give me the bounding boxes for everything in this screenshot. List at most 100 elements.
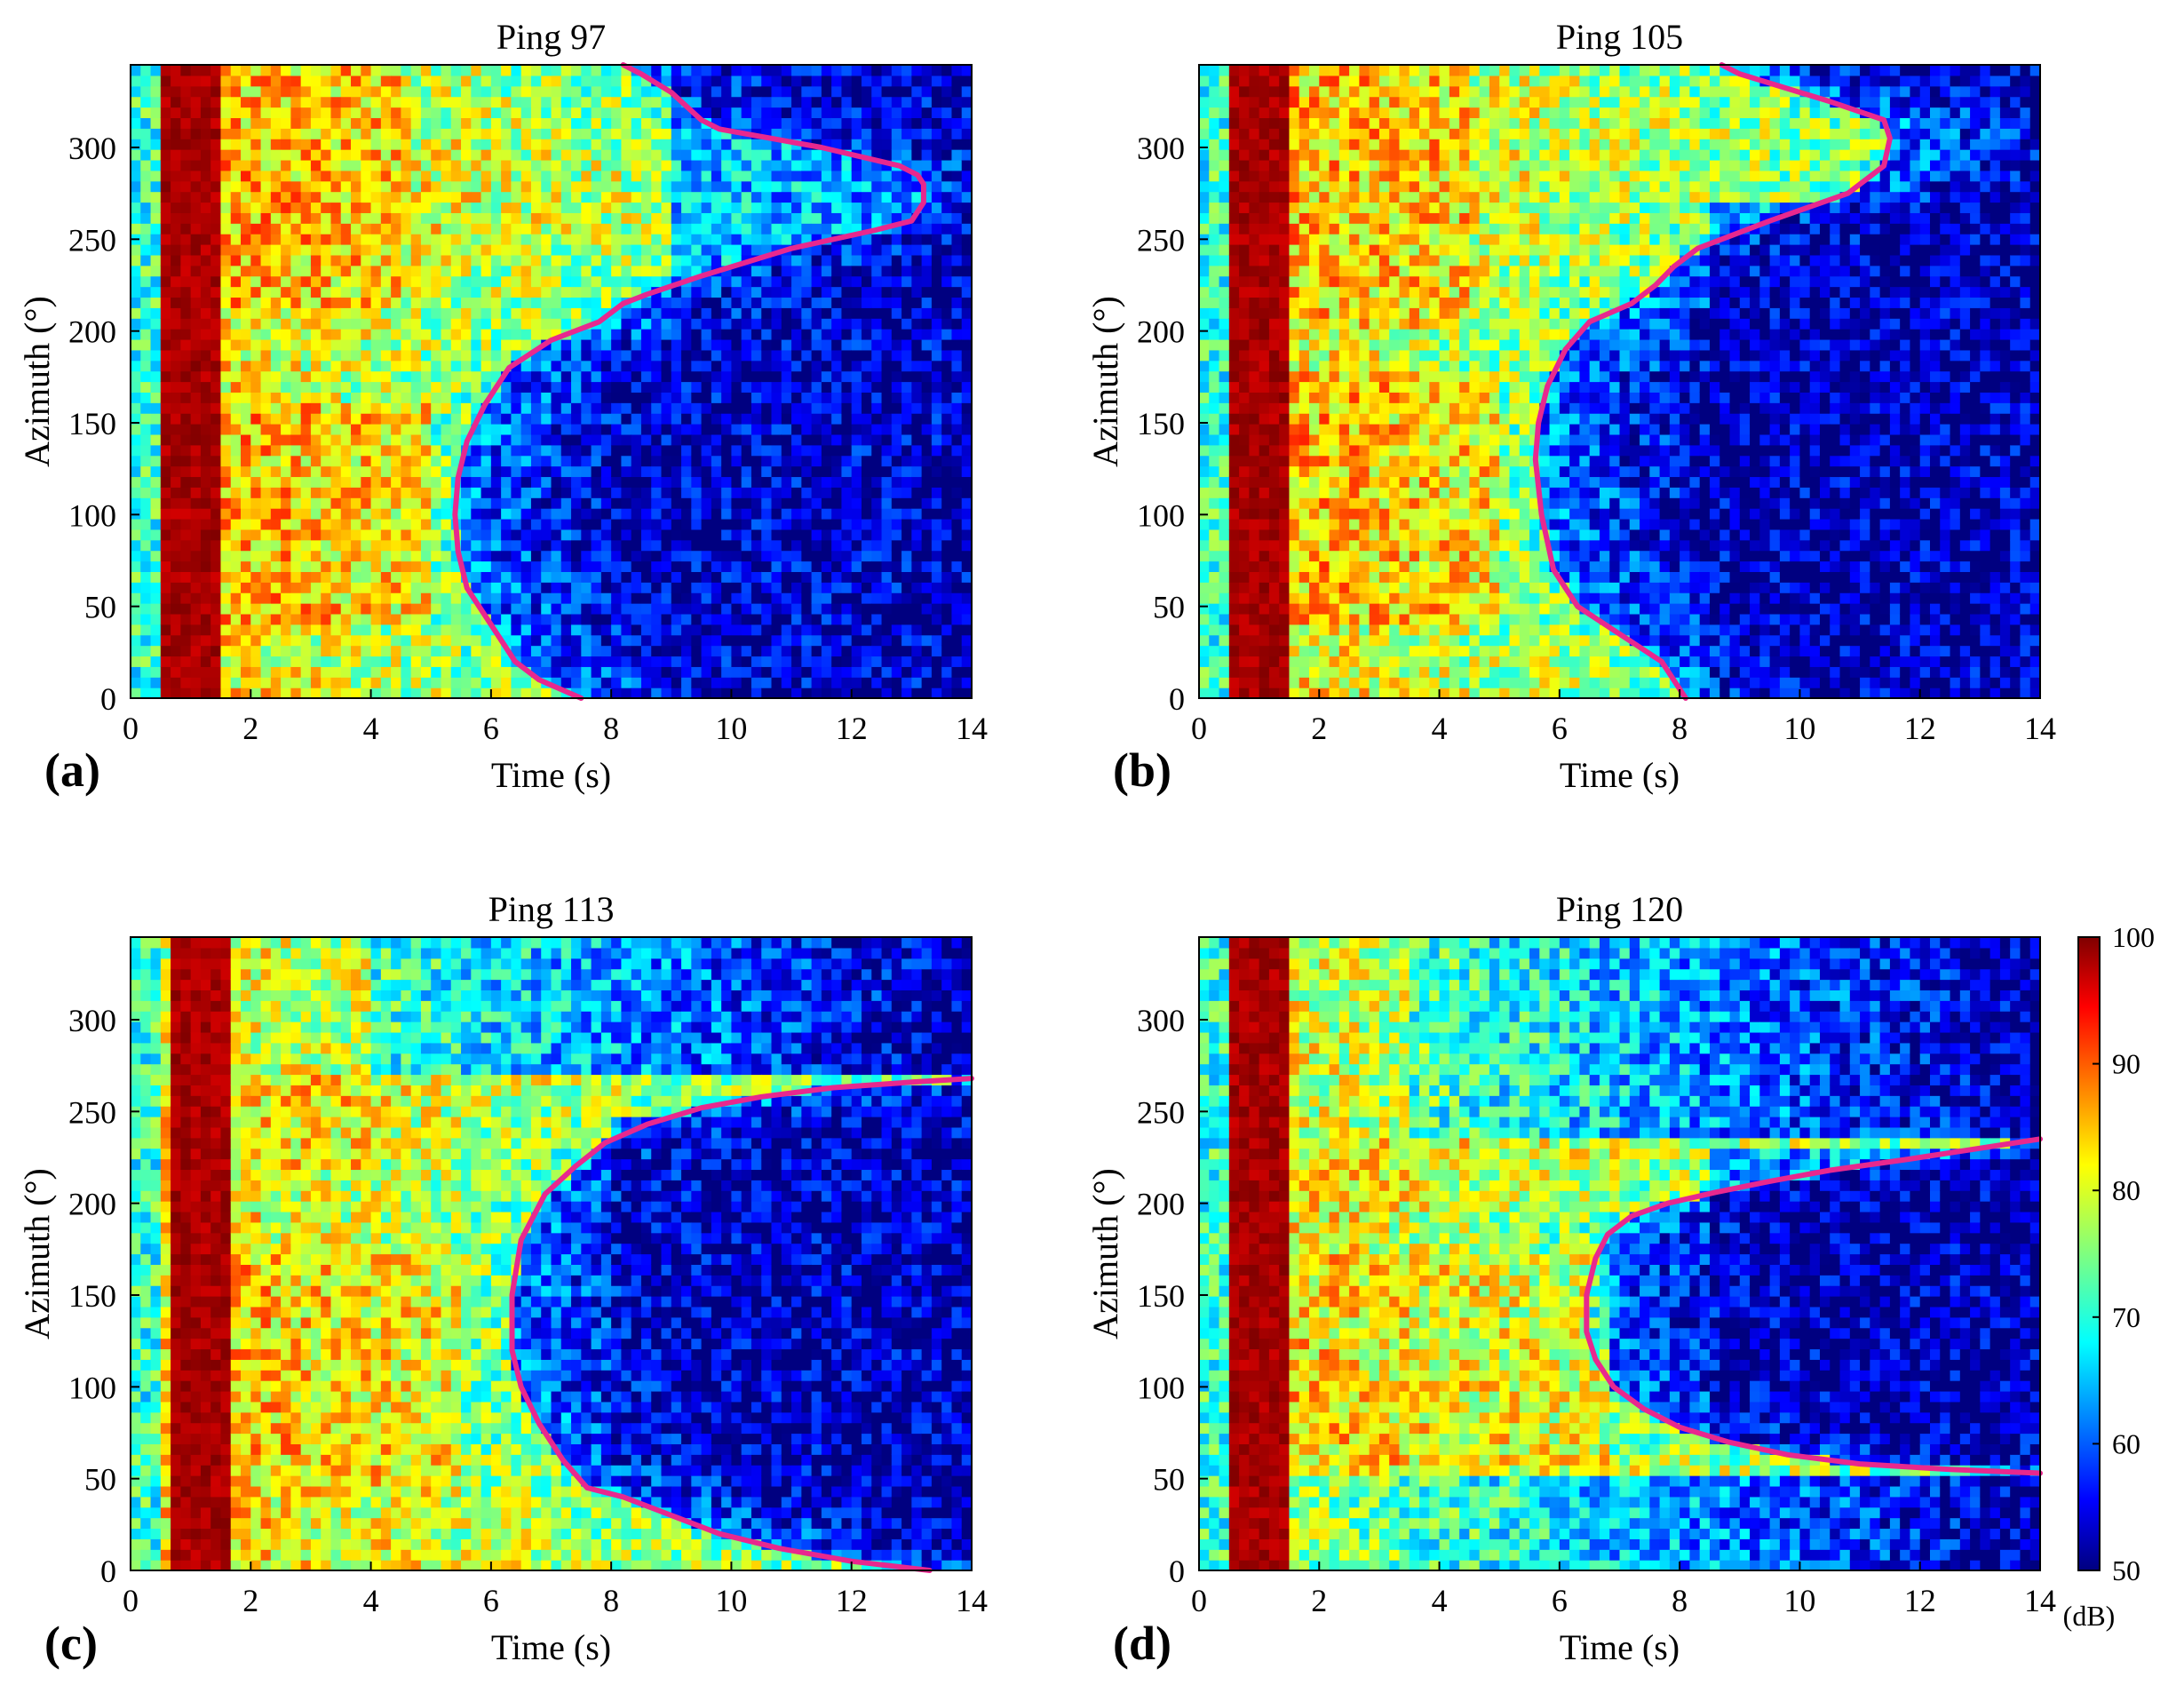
heatmap-cell bbox=[300, 338, 312, 351]
heatmap-cell bbox=[851, 688, 862, 699]
heatmap-cell bbox=[441, 550, 452, 562]
heatmap-cell bbox=[530, 159, 542, 171]
heatmap-cell bbox=[871, 634, 883, 647]
heatmap-cell bbox=[640, 329, 652, 340]
heatmap-cell bbox=[370, 476, 382, 488]
heatmap-cell bbox=[941, 634, 953, 647]
heatmap-cell bbox=[490, 634, 502, 647]
heatmap-cell bbox=[681, 75, 692, 87]
heatmap-cell bbox=[490, 592, 502, 604]
heatmap-cell bbox=[420, 645, 432, 657]
heatmap-cell bbox=[140, 107, 152, 119]
heatmap-cell bbox=[300, 688, 312, 699]
heatmap-cell bbox=[600, 634, 612, 647]
heatmap-cell bbox=[340, 677, 352, 688]
heatmap-cell bbox=[731, 433, 743, 446]
heatmap-cell bbox=[761, 603, 773, 615]
heatmap-cell bbox=[671, 65, 682, 76]
heatmap-cell bbox=[711, 338, 722, 351]
heatmap-cell bbox=[180, 370, 192, 383]
heatmap-cell bbox=[761, 487, 773, 498]
heatmap-cell bbox=[511, 128, 522, 139]
heatmap-cell bbox=[210, 613, 222, 625]
heatmap-cell bbox=[461, 180, 472, 193]
heatmap-cell bbox=[351, 656, 361, 667]
heatmap-cell bbox=[681, 666, 692, 678]
heatmap-cell bbox=[891, 444, 902, 457]
heatmap-cell bbox=[731, 329, 743, 340]
heatmap-cell bbox=[171, 465, 181, 478]
heatmap-cell bbox=[190, 65, 202, 76]
heatmap-cell bbox=[480, 518, 492, 530]
heatmap-cell bbox=[711, 128, 722, 139]
heatmap-cell bbox=[131, 518, 141, 530]
heatmap-cell bbox=[250, 360, 262, 372]
heatmap-cell bbox=[450, 560, 462, 572]
heatmap-cell bbox=[671, 465, 682, 478]
heatmap-cell bbox=[501, 254, 512, 266]
heatmap-cell bbox=[751, 297, 762, 308]
heatmap-cell bbox=[761, 149, 773, 161]
heatmap-cell bbox=[921, 370, 933, 383]
heatmap-cell bbox=[781, 613, 792, 625]
heatmap-cell bbox=[290, 254, 302, 266]
heatmap-cell bbox=[591, 191, 602, 203]
heatmap-cell bbox=[351, 645, 361, 657]
heatmap-cell bbox=[661, 349, 672, 362]
heatmap-cell bbox=[370, 265, 382, 277]
heatmap-cell bbox=[791, 381, 802, 393]
heatmap-cell bbox=[300, 560, 312, 572]
heatmap-cell bbox=[310, 75, 322, 87]
heatmap-cell bbox=[200, 254, 211, 266]
heatmap-cell bbox=[370, 85, 382, 98]
heatmap-cell bbox=[801, 370, 813, 383]
heatmap-cell bbox=[370, 455, 382, 467]
heatmap-cell bbox=[681, 149, 692, 161]
heatmap-cell bbox=[361, 392, 372, 403]
heatmap-cell bbox=[131, 592, 141, 604]
heatmap-cell bbox=[651, 96, 663, 108]
heatmap-cell bbox=[811, 497, 822, 509]
heatmap-cell bbox=[340, 381, 352, 393]
heatmap-cell bbox=[150, 571, 162, 583]
heatmap-cell bbox=[771, 455, 782, 467]
heatmap-cell bbox=[420, 392, 432, 403]
heatmap-cell bbox=[741, 677, 752, 688]
heatmap-cell bbox=[691, 465, 703, 478]
heatmap-cell bbox=[150, 65, 162, 76]
heatmap-cell bbox=[461, 677, 472, 688]
heatmap-cell bbox=[591, 424, 602, 435]
heatmap-cell bbox=[611, 392, 623, 403]
heatmap-cell bbox=[791, 149, 802, 161]
heatmap-cell bbox=[741, 603, 752, 615]
heatmap-cell bbox=[741, 613, 752, 625]
heatmap-cell bbox=[361, 677, 372, 688]
heatmap-cell bbox=[551, 424, 562, 435]
heatmap-cell bbox=[931, 128, 942, 139]
heatmap-cell bbox=[401, 433, 412, 446]
heatmap-cell bbox=[281, 424, 291, 435]
heatmap-cell bbox=[741, 560, 752, 572]
heatmap-cell bbox=[441, 212, 452, 224]
heatmap-cell bbox=[290, 318, 302, 330]
heatmap-cell bbox=[391, 634, 401, 647]
heatmap-cell bbox=[131, 624, 141, 636]
heatmap-cell bbox=[911, 582, 923, 593]
heatmap-cell bbox=[210, 223, 222, 234]
heatmap-cell bbox=[931, 381, 942, 393]
heatmap-cell bbox=[821, 223, 832, 234]
heatmap-cell bbox=[781, 370, 792, 383]
heatmap-cell bbox=[600, 170, 612, 182]
heatmap-cell bbox=[581, 392, 592, 403]
heatmap-cell bbox=[391, 370, 401, 383]
heatmap-cell bbox=[410, 265, 422, 277]
heatmap-cell bbox=[300, 539, 312, 552]
heatmap-cell bbox=[441, 613, 452, 625]
heatmap-cell bbox=[691, 677, 703, 688]
heatmap-cell bbox=[901, 645, 912, 657]
heatmap-cell bbox=[140, 424, 152, 435]
heatmap-cell bbox=[490, 508, 502, 520]
heatmap-cell bbox=[781, 497, 792, 509]
heatmap-cell bbox=[821, 65, 832, 76]
heatmap-cell bbox=[391, 392, 401, 403]
